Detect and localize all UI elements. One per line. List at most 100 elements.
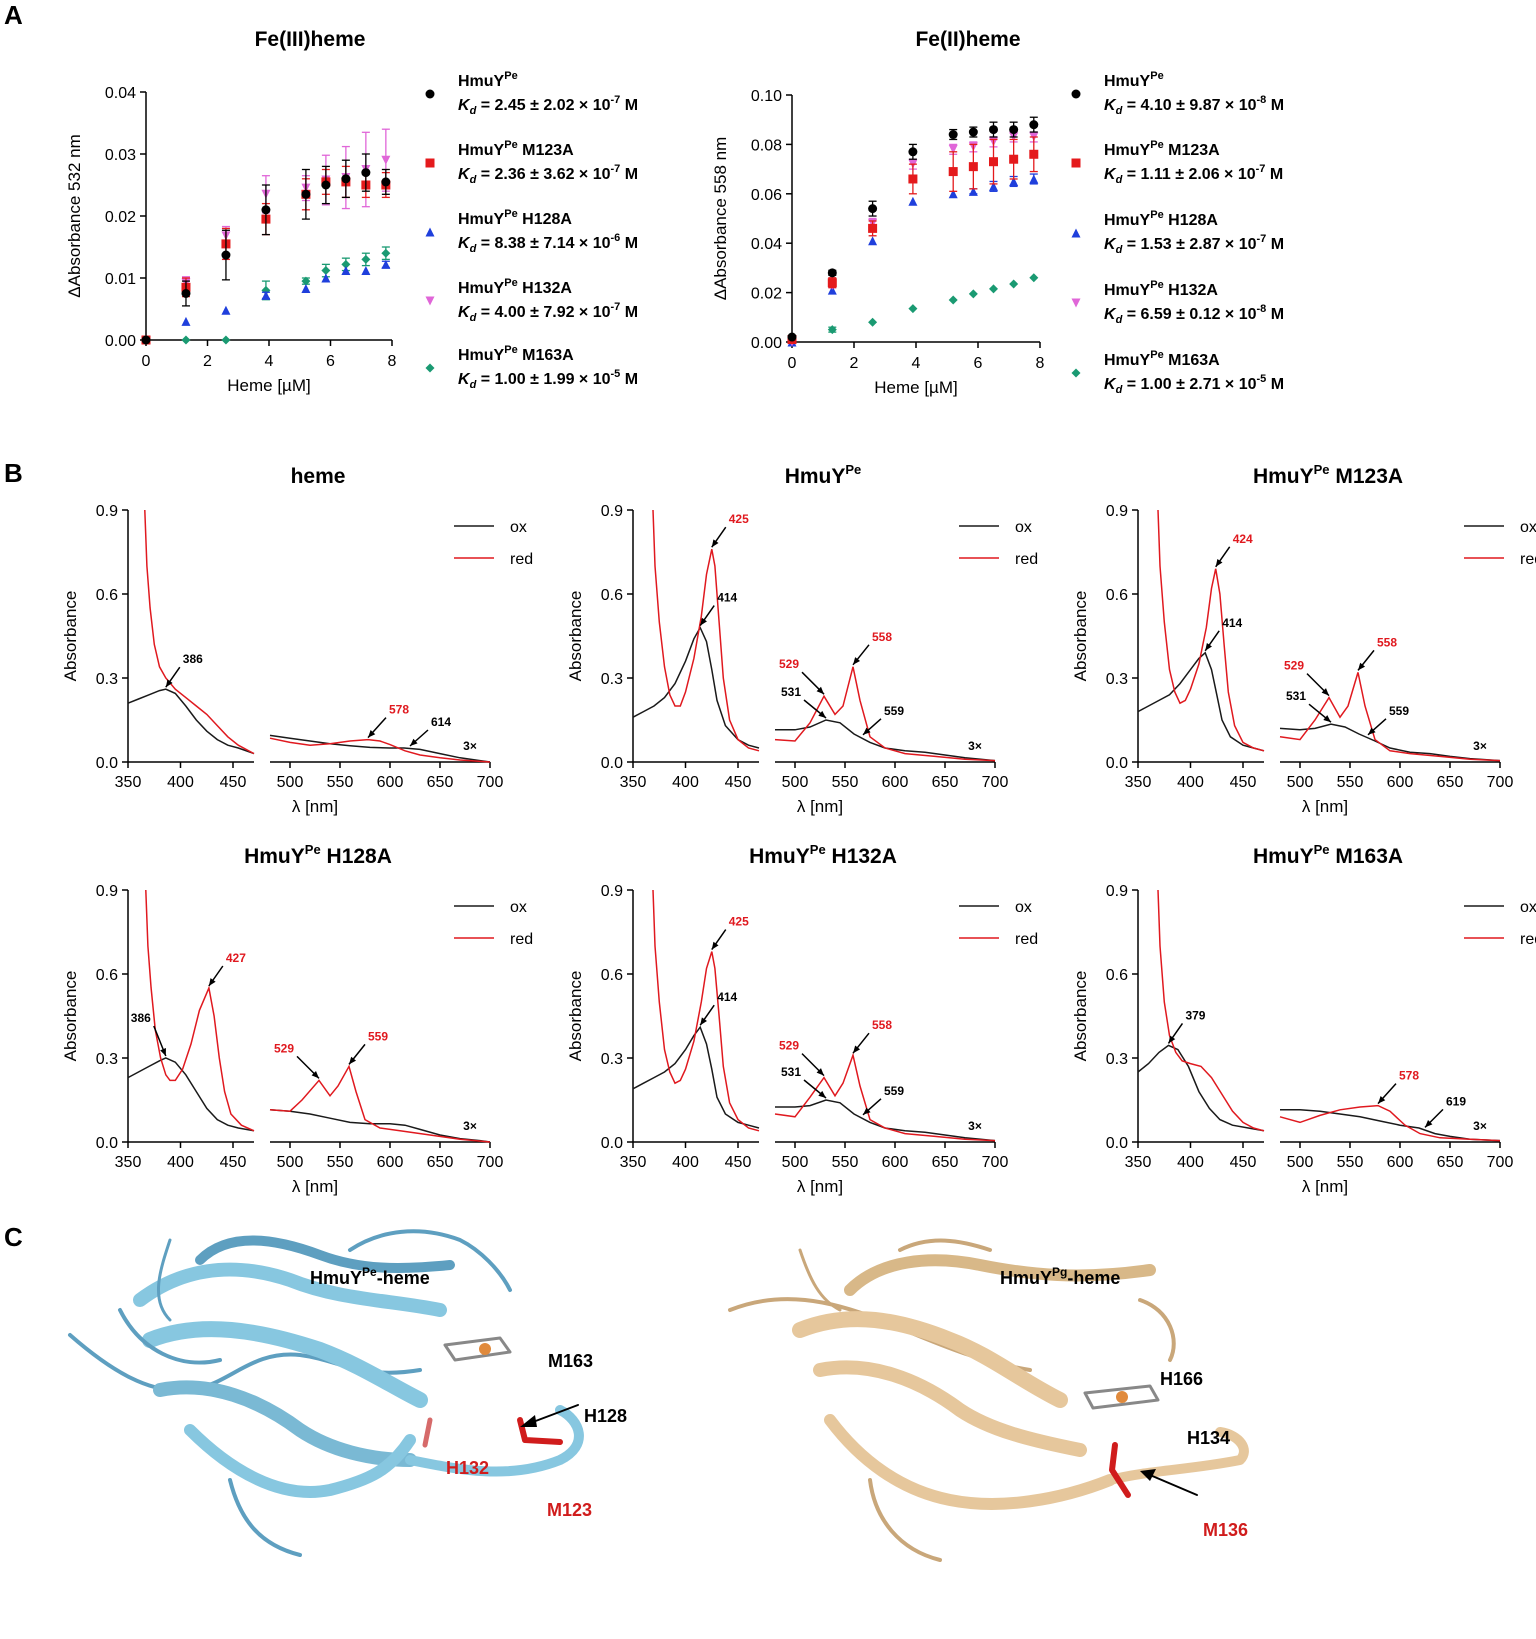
kd-unit: M [620, 235, 638, 252]
x-tick-label: 600 [882, 774, 909, 791]
kd-exponent: -7 [611, 94, 621, 106]
legend-kd: Kd = 1.00 ± 1.99 × 10-5 M [458, 368, 638, 391]
red-curve-right [774, 1052, 996, 1142]
y-tick-label: 0.00 [105, 333, 136, 350]
kd-subscript: d [470, 105, 477, 117]
x-tick-label: 650 [427, 1154, 454, 1171]
data-point [989, 157, 998, 167]
kd-value: = 6.59 ± 0.12 × 10 [1122, 306, 1256, 323]
data-point [301, 284, 311, 294]
kd-unit: M [620, 371, 638, 388]
chart-title-mut: M163A [1330, 845, 1404, 868]
ox-curve-right [269, 734, 491, 763]
legend-name-mut: M163A [1164, 352, 1220, 369]
label-h132: H132 [446, 1458, 489, 1478]
y-tick-label: 0.08 [751, 137, 782, 154]
peak-annotation: 559 [1367, 704, 1409, 736]
x-tick-label: 600 [377, 1154, 404, 1171]
titration-chart-2: Fe(II)heme 0.00 0.02 0.04 0.06 0.08 0.10 0 2 4 6 8 H… [711, 28, 1284, 397]
x-tick-label: 550 [327, 1154, 354, 1171]
kd-exponent: -5 [1257, 373, 1267, 385]
kd-symbol: K [458, 166, 471, 183]
peak-annotation: 619 [1424, 1094, 1466, 1128]
spectrum-chart-3: HmuYPe M123A 0.0 0.3 0.6 0.9 350 400 450 500 550 6… [1071, 462, 1536, 816]
y-tick-label: 0.0 [601, 755, 623, 772]
panel-c: HmuYPe-heme M163 H128 H132 M123 [68, 1229, 1249, 1562]
annotation-arrowhead [349, 1056, 357, 1065]
kd-subscript: d [1116, 384, 1123, 396]
legend-kd: Kd = 1.11 ± 2.06 × 10-7 M [1104, 163, 1283, 186]
data-point [381, 177, 391, 187]
y-tick-label: 0.0 [1106, 755, 1128, 772]
data-point [827, 325, 837, 335]
legend-red-label: red [1520, 931, 1536, 948]
legend-name-text: HmuY [458, 142, 505, 159]
kd-symbol: K [1104, 236, 1117, 253]
chart-title: Fe(II)heme [915, 28, 1020, 51]
panel-letter-b: B [4, 458, 23, 488]
legend-marker [425, 158, 435, 168]
annotation-label: 558 [872, 630, 892, 644]
kd-value: = 2.45 ± 2.02 × 10 [476, 97, 610, 114]
red-curve-left [652, 509, 760, 752]
data-point [948, 167, 958, 177]
legend-name-sup: Pe [504, 344, 517, 356]
annotation-label: 414 [1222, 616, 1242, 630]
data-point [989, 284, 998, 294]
chart-title-mut: H132A [826, 845, 897, 868]
y-tick-label: 0.6 [1106, 967, 1128, 984]
kd-symbol: K [458, 304, 471, 321]
annotation-label: 424 [1233, 532, 1253, 546]
data-point [341, 259, 351, 269]
legend-entry-3: HmuYPe H128A Kd = 8.38 ± 7.14 × 10-6 M [425, 208, 638, 255]
annotation-label: 578 [1399, 1069, 1419, 1083]
y-tick-label: 0.9 [601, 503, 623, 520]
peak-annotation: 558 [1357, 635, 1397, 671]
chart-title: HmuYPe H132A [749, 842, 897, 868]
data-point [948, 189, 958, 199]
annotation-arrowhead [1321, 688, 1329, 696]
legend-entry-5: HmuYPe M163A Kd = 1.00 ± 2.71 × 10-5 M [1071, 349, 1284, 396]
peak-annotation: 559 [862, 1084, 904, 1116]
kd-exponent: -8 [1257, 303, 1267, 315]
kd-subscript: d [470, 174, 477, 186]
legend-kd: Kd = 1.00 ± 2.71 × 10-5 M [1104, 373, 1284, 396]
data-point [868, 204, 878, 214]
legend-ox-label: ox [1015, 899, 1032, 916]
ox-curve-right [775, 719, 996, 762]
peak-annotation: 386 [165, 652, 203, 688]
data-point [968, 186, 978, 196]
data-point [1029, 174, 1039, 184]
y-tick-label: 0.0 [96, 755, 118, 772]
legend-name: HmuYPe M163A [1104, 349, 1220, 369]
peak-annotation: 531 [1286, 689, 1332, 723]
chart-title-sup: Pe [845, 462, 861, 477]
kd-unit: M [1266, 236, 1284, 253]
y-tick-label: 0.00 [751, 335, 782, 352]
legend-red-label: red [510, 551, 533, 568]
kd-value: = 8.38 ± 7.14 × 10 [476, 235, 610, 252]
y-tick-label: 0.9 [1106, 503, 1128, 520]
annotation-arrowhead [1323, 715, 1331, 723]
series-3 [787, 173, 1039, 347]
red-curve-right [1279, 1104, 1501, 1142]
y-axis-label: Absorbance [61, 971, 80, 1062]
y-tick-label: 0.3 [96, 671, 118, 688]
annotation-label: 559 [368, 1029, 388, 1043]
legend-red-label: red [1520, 551, 1536, 568]
peak-annotation: 425 [711, 512, 749, 548]
kd-exponent: -7 [611, 301, 621, 313]
x-tick-label: 400 [1177, 1154, 1204, 1171]
x-axis-label: Heme [µM] [227, 376, 310, 395]
legend-name: HmuYPe H132A [458, 277, 572, 297]
kd-subscript: d [1116, 314, 1123, 326]
label-m136: M136 [1203, 1520, 1248, 1540]
annotation-arrowhead [1215, 558, 1223, 567]
peak-annotation: 558 [852, 1018, 892, 1054]
legend-name-sup: Pe [1150, 209, 1163, 221]
ox-curve-left [127, 688, 255, 755]
legend-name-sup: Pe [1150, 70, 1163, 82]
hmuy-pg-heme-structure [728, 1238, 1249, 1562]
legend-ox-label: ox [1520, 899, 1536, 916]
peak-annotation: 531 [781, 685, 827, 719]
